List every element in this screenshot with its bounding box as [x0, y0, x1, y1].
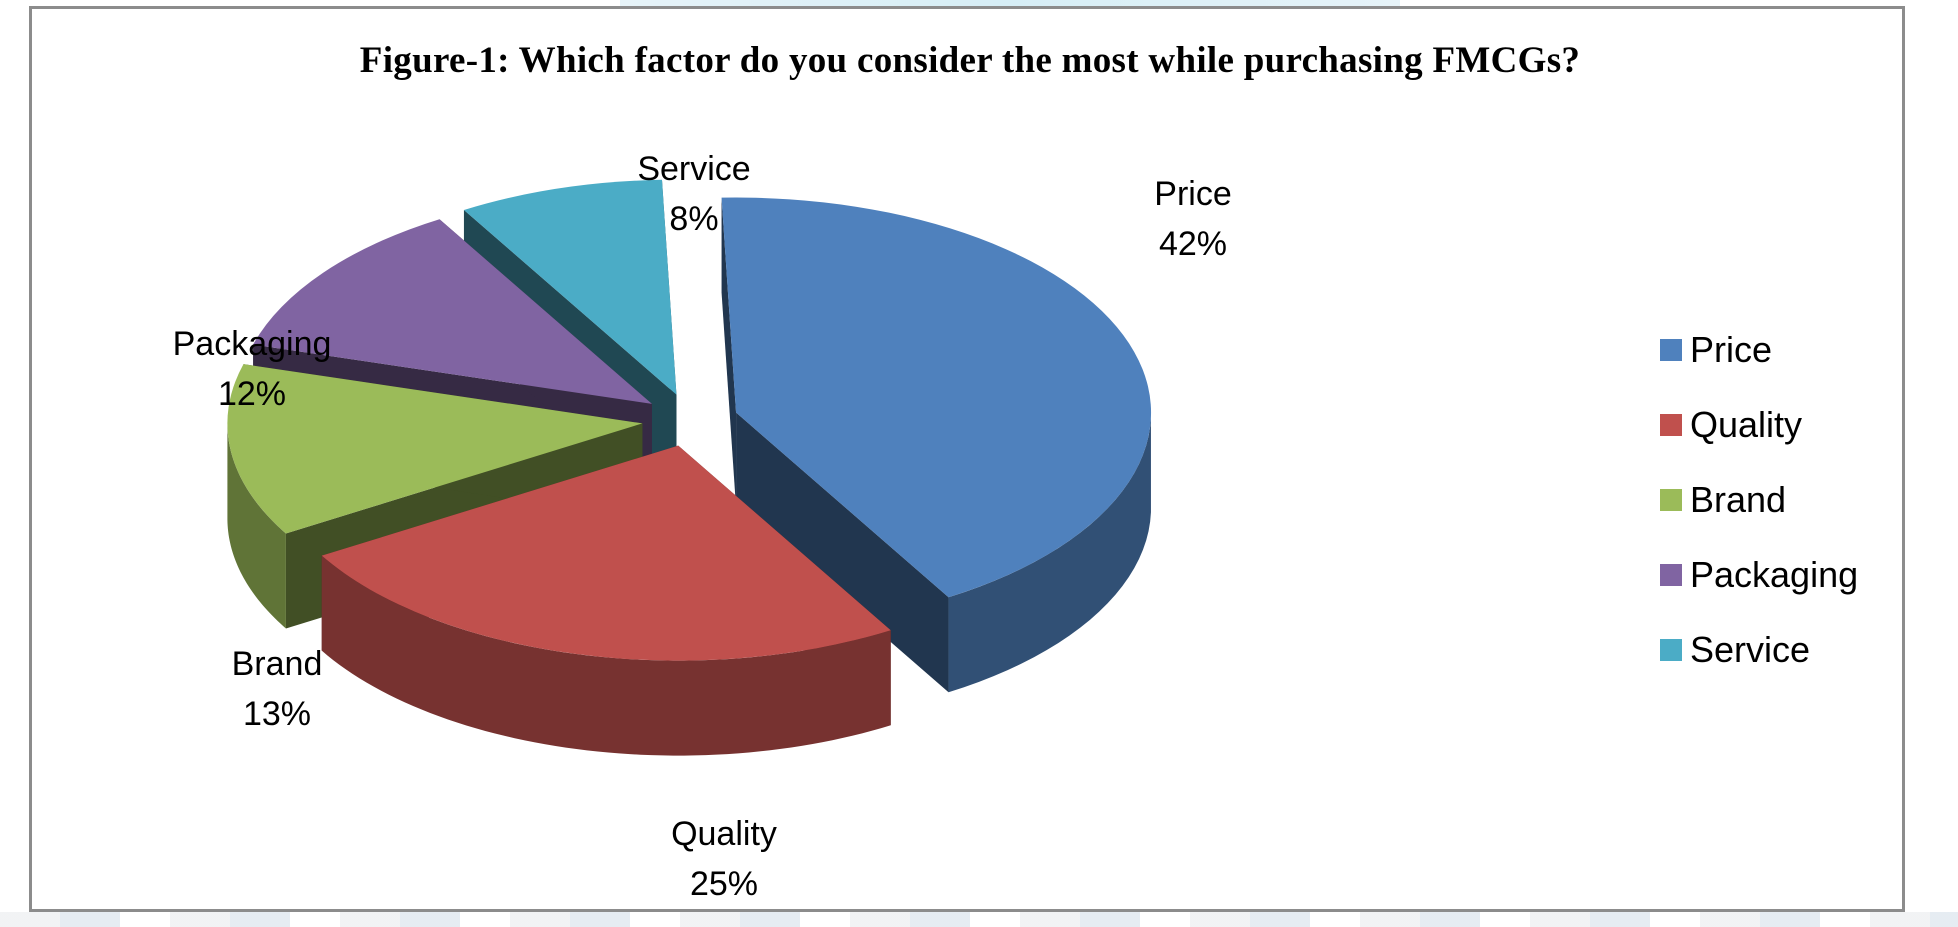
legend-item-brand: Brand: [1660, 479, 1787, 520]
data-label-service-name: Service: [637, 150, 750, 188]
legend-item-packaging: Packaging: [1660, 554, 1859, 595]
legend-item-quality: Quality: [1660, 404, 1803, 445]
data-label-quality-name: Quality: [671, 815, 777, 853]
data-label-quality-value: 25%: [690, 865, 758, 903]
legend-label-price: Price: [1690, 329, 1773, 370]
legend-item-service: Service: [1660, 629, 1811, 670]
legend-item-price: Price: [1660, 329, 1773, 370]
pie-slice-quality: [321, 445, 891, 756]
legend-label-quality: Quality: [1690, 404, 1803, 445]
pie-slice-price: [721, 197, 1152, 693]
data-label-brand-name: Brand: [232, 645, 323, 683]
data-label-packaging-name: Packaging: [173, 325, 332, 363]
legend-label-brand: Brand: [1690, 479, 1787, 520]
data-label-price-value: 42%: [1159, 225, 1227, 263]
legend-swatch-quality: [1660, 414, 1682, 436]
legend-label-packaging: Packaging: [1690, 554, 1859, 595]
legend-swatch-service: [1660, 639, 1682, 661]
background-strip-top: [620, 0, 1400, 8]
chart-title: Figure-1: Which factor do you consider t…: [359, 40, 1581, 81]
legend-swatch-price: [1660, 339, 1682, 361]
legend-label-service: Service: [1690, 629, 1811, 670]
data-label-price-name: Price: [1154, 175, 1231, 213]
data-label-brand-value: 13%: [243, 695, 311, 733]
legend-swatch-brand: [1660, 489, 1682, 511]
data-label-service-value: 8%: [669, 200, 718, 238]
legend-swatch-packaging: [1660, 564, 1682, 586]
data-label-packaging-value: 12%: [218, 375, 286, 413]
background-strip-bottom: [0, 912, 1958, 927]
